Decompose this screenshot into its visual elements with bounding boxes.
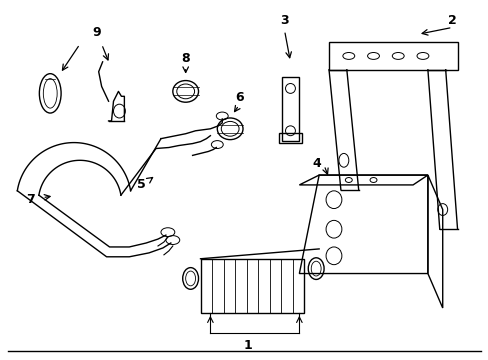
Bar (278, 133, 302, 143)
Text: 8: 8 (181, 53, 190, 66)
Text: 3: 3 (280, 14, 288, 27)
Text: 9: 9 (92, 26, 101, 39)
Text: 7: 7 (26, 193, 35, 206)
Text: 2: 2 (447, 14, 456, 27)
Bar (200, 259, 304, 313)
Bar (281, 77, 299, 141)
Text: 6: 6 (235, 91, 244, 104)
Text: 4: 4 (312, 157, 321, 170)
Bar (328, 42, 457, 70)
Text: 1: 1 (243, 339, 252, 352)
Text: 5: 5 (137, 179, 145, 192)
